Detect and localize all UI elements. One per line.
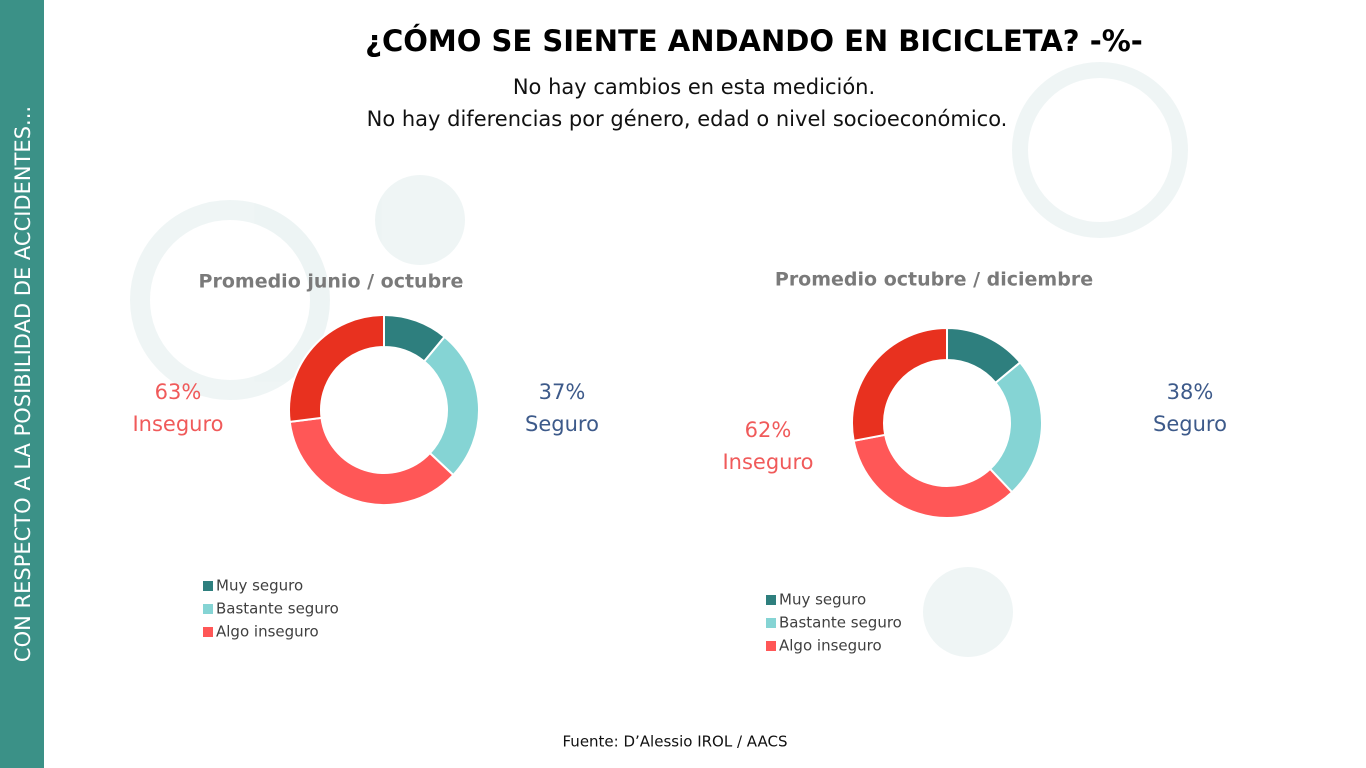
total-name: Inseguro [132, 412, 223, 436]
total-name: Seguro [1153, 412, 1227, 436]
total-name: Seguro [525, 412, 599, 436]
total-value: 62% [745, 418, 792, 442]
legend-label: Muy seguro [779, 591, 866, 609]
legend-swatch [203, 627, 213, 637]
legend-swatch [203, 604, 213, 614]
decor [130, 62, 1188, 657]
donut-segment [288, 416, 455, 506]
legend-label: Algo inseguro [216, 623, 319, 641]
legend-label: Muy seguro [216, 577, 303, 595]
legend-label: Bastante seguro [216, 600, 339, 618]
sidebar [0, 0, 44, 768]
legend-label: Algo inseguro [779, 637, 882, 655]
total-value: 63% [155, 380, 202, 404]
source: Fuente: D’Alessio IROL / AACS [563, 733, 788, 751]
total-value: 38% [1167, 380, 1214, 404]
subtitle: No hay cambios en esta medición. [513, 75, 875, 99]
legend-swatch [766, 618, 776, 628]
total-name: Inseguro [722, 450, 813, 474]
legend-swatch [766, 641, 776, 651]
donut-segment [851, 326, 948, 442]
donut-segment [288, 313, 385, 424]
chart-title: Promedio junio / octubre [199, 271, 464, 293]
subtitle: No hay diferencias por género, edad o ni… [367, 107, 1008, 131]
chart-title: Promedio octubre / diciembre [775, 269, 1093, 291]
legend-swatch [766, 595, 776, 605]
legend-label: Bastante seguro [779, 614, 902, 632]
legend-swatch [203, 581, 213, 591]
side-label: CON RESPECTO A LA POSIBILIDAD DE ACCIDEN… [11, 106, 35, 662]
total-value: 37% [539, 380, 586, 404]
slide-title: ¿CÓMO SE SIENTE ANDANDO EN BICICLETA? -%… [365, 24, 1143, 58]
